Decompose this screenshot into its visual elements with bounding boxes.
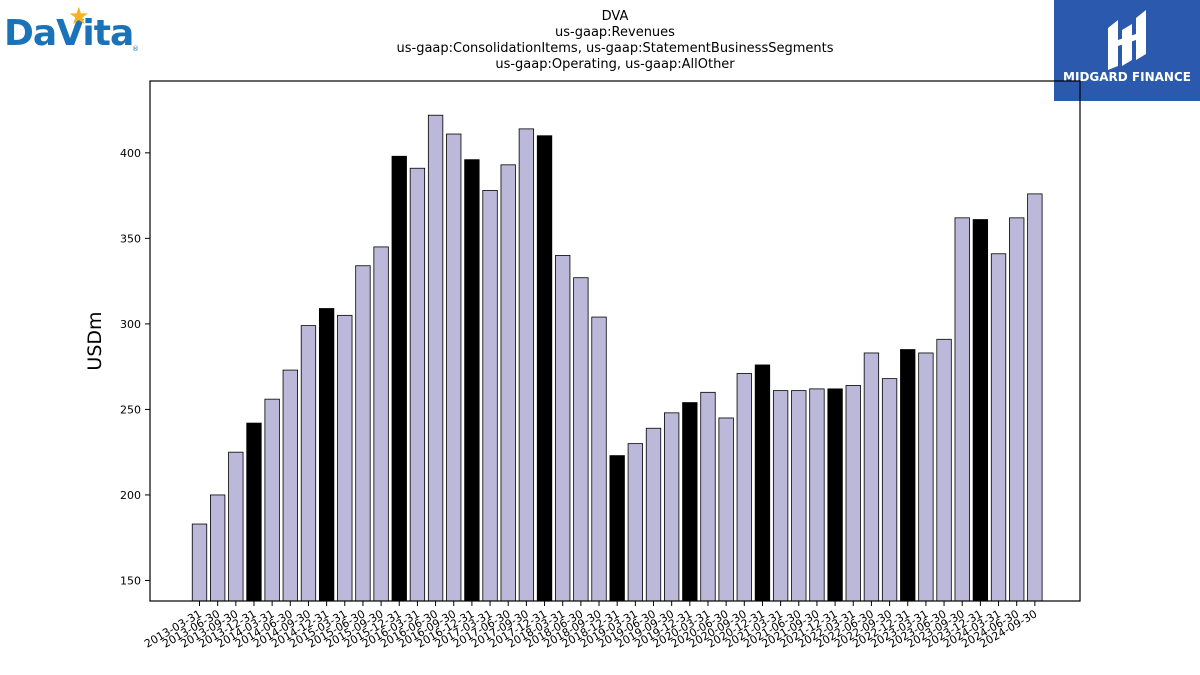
bar — [990, 253, 1007, 602]
bar — [337, 314, 353, 602]
plot-frame — [149, 80, 1081, 602]
registered-mark: ® — [132, 45, 139, 53]
chart-title: DVAus-gaap:Revenuesus-gaap:Consolidation… — [396, 9, 833, 72]
bar — [736, 373, 752, 602]
bar — [682, 402, 698, 602]
bar — [809, 388, 825, 602]
bar — [772, 390, 789, 602]
title-line: us-gaap:Revenues — [555, 25, 675, 40]
bar — [246, 422, 262, 602]
title-line: DVA — [602, 9, 629, 24]
bar — [300, 325, 317, 602]
davita-wordmark: DaVita — [4, 13, 134, 54]
bar — [627, 443, 643, 602]
bar — [827, 388, 843, 602]
bar — [918, 352, 934, 602]
bar — [700, 391, 716, 602]
bar — [609, 455, 625, 602]
star-icon: ★ — [68, 2, 90, 30]
bar — [191, 523, 208, 602]
bar — [318, 308, 335, 602]
bar — [482, 190, 498, 602]
bar — [754, 364, 771, 602]
bar — [591, 316, 607, 602]
bar — [555, 255, 571, 602]
bar — [936, 338, 952, 602]
bar — [972, 219, 989, 602]
midgard-finance-logo: MIDGARD FINANCE — [1054, 0, 1200, 101]
bar — [664, 412, 680, 602]
bar — [845, 385, 861, 602]
midgard-emblem-icon — [1108, 10, 1146, 70]
bar — [264, 398, 280, 602]
bar — [518, 128, 535, 602]
y-axis-label: USDm — [84, 311, 106, 370]
midgard-wordmark: MIDGARD FINANCE — [1063, 70, 1191, 84]
title-line: us-gaap:ConsolidationItems, us-gaap:Stat… — [396, 41, 833, 56]
bar — [645, 427, 662, 602]
bar — [355, 265, 371, 602]
bar — [881, 378, 898, 602]
title-line: us-gaap:Operating, us-gaap:AllOther — [495, 57, 735, 72]
bar — [500, 164, 516, 602]
davita-logo: DaVita ★ ® — [4, 2, 144, 59]
bar — [863, 352, 880, 602]
bar — [210, 494, 226, 602]
y-tick-label: 300 — [120, 318, 141, 331]
y-tick-label: 200 — [120, 489, 141, 502]
axes-group — [149, 80, 1081, 602]
bar — [373, 246, 389, 602]
bar — [282, 369, 298, 602]
bar — [573, 277, 589, 602]
y-tick-label: 400 — [120, 147, 141, 160]
bar — [791, 390, 807, 602]
bars-group — [191, 114, 1043, 602]
bar — [391, 155, 407, 602]
y-tick-label: 250 — [120, 403, 141, 416]
bar — [446, 133, 462, 602]
bar — [1027, 193, 1043, 602]
bar — [718, 417, 734, 602]
bar — [954, 217, 970, 602]
bar — [1009, 217, 1025, 602]
bar — [464, 159, 480, 602]
bar — [228, 451, 244, 602]
bar — [536, 135, 553, 602]
bar — [427, 114, 444, 602]
y-tick-label: 150 — [120, 574, 141, 587]
bar — [409, 167, 426, 602]
y-tick-label: 350 — [120, 232, 141, 245]
bar — [900, 349, 916, 602]
y-ticks-group: 150 200 250 300 350 400 — [120, 147, 150, 587]
x-ticks-group: 2013-03-312013-06-302013-09-302013-12-31… — [142, 601, 1039, 651]
